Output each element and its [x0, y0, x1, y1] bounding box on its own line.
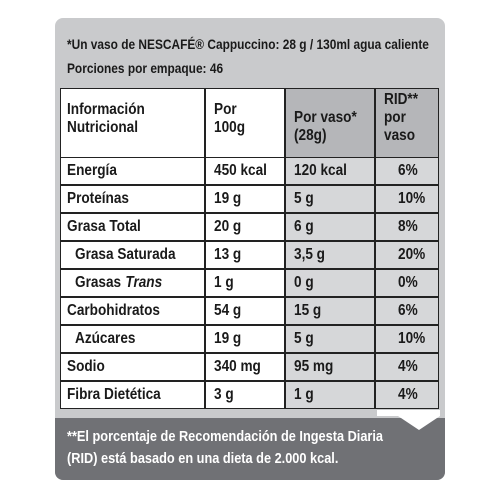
cell-text-part: Trans: [125, 273, 163, 291]
table-cell: 4%: [375, 380, 439, 409]
table-cell: Sodio: [60, 352, 205, 381]
table-cell: Fibra Dietética: [60, 380, 205, 409]
table-cell: 5 g: [285, 324, 375, 353]
cell-text: Grasa Saturada: [75, 245, 176, 263]
cell-text: 20 g: [214, 217, 242, 235]
cell-text: 120 kcal: [294, 161, 347, 179]
table-cell: 1 g: [285, 380, 375, 409]
cell-text: 4%: [398, 385, 418, 403]
cell-text: Azúcares: [75, 329, 136, 347]
table-cell: 3,5 g: [285, 240, 375, 269]
table-cell: 3 g: [205, 380, 285, 409]
footer-text: (RID) está basado en una dieta de 2.000 …: [67, 450, 339, 467]
table-cell: Grasa Total: [60, 212, 205, 241]
cell-text: 6%: [398, 161, 418, 179]
table-cell: 19 g: [205, 324, 285, 353]
cell-text: Grasa Total: [67, 217, 141, 235]
cell-text: Carbohidratos: [67, 301, 160, 319]
cell-text: 4%: [398, 357, 418, 375]
cell-text: 0 g: [294, 273, 314, 291]
footer-text: **El porcentaje de Recomendación de Inge…: [67, 428, 384, 445]
table-cell: 340 mg: [205, 352, 285, 381]
table-cell: 54 g: [205, 296, 285, 325]
cell-text: 10%: [398, 329, 426, 347]
table-cell: 15 g: [285, 296, 375, 325]
cell-text: 6%: [398, 301, 418, 319]
cell-text: 3 g: [214, 385, 234, 403]
header-text: Información: [67, 101, 145, 118]
cell-text-part: Grasas: [75, 273, 122, 291]
cell-text: 13 g: [214, 245, 242, 263]
table-cell: 0%: [375, 268, 439, 297]
table-cell: Carbohidratos: [60, 296, 205, 325]
cell-text: 0%: [398, 273, 418, 291]
header-text: RID**: [384, 91, 419, 108]
cell-text: 450 kcal: [214, 161, 267, 179]
table-cell: Energía: [60, 156, 205, 185]
header-text: vaso: [384, 127, 415, 144]
table-cell: 8%: [375, 212, 439, 241]
table-cell: 13 g: [205, 240, 285, 269]
table-cell: 6%: [375, 296, 439, 325]
cell-text: Grasas Trans: [75, 274, 162, 292]
cell-text: 6 g: [294, 217, 314, 235]
table-cell: 4%: [375, 352, 439, 381]
header-cell: Información Nutricional: [60, 88, 205, 158]
cell-text: 19 g: [214, 329, 242, 347]
cell-text: 3,5 g: [294, 245, 325, 263]
table-cell: 1 g: [205, 268, 285, 297]
table-cell: Grasa Saturada: [60, 240, 205, 269]
table-cell: 20%: [375, 240, 439, 269]
portions: Porciones por empaque: 46: [67, 60, 224, 76]
table-cell: Azúcares: [60, 324, 205, 353]
header-text: Por vaso*: [294, 109, 357, 126]
table-cell: 6 g: [285, 212, 375, 241]
nutrition-panel: *Un vaso de NESCAFÉ® Cappuccino: 28 g / …: [55, 18, 445, 480]
cell-text: 5 g: [294, 329, 314, 347]
header-text: (28g): [294, 127, 327, 144]
cell-text: 95 mg: [294, 357, 334, 375]
table-cell: 450 kcal: [205, 156, 285, 185]
cell-text: 15 g: [294, 301, 322, 319]
cell-text: Fibra Dietética: [67, 385, 161, 403]
cell-text: 5 g: [294, 189, 314, 207]
cell-text: 19 g: [214, 189, 242, 207]
header-text: 100g: [214, 119, 245, 136]
arrow-shape: [377, 410, 440, 430]
table-cell: 95 mg: [285, 352, 375, 381]
header-cell: Por vaso* (28g): [285, 88, 375, 158]
cell-text: 1 g: [294, 385, 314, 403]
header-text: Por: [214, 101, 237, 118]
table-cell: 20 g: [205, 212, 285, 241]
cell-text: 340 mg: [214, 357, 261, 375]
table-cell: Proteínas: [60, 184, 205, 213]
header-text: por: [384, 109, 406, 126]
table-cell: 120 kcal: [285, 156, 375, 185]
cell-text: Energía: [67, 161, 117, 179]
table-cell: 10%: [375, 184, 439, 213]
serving-note: *Un vaso de NESCAFÉ® Cappuccino: 28 g / …: [67, 36, 429, 52]
table-cell: 0 g: [285, 268, 375, 297]
cell-text: 8%: [398, 217, 418, 235]
cell-text: 54 g: [214, 301, 242, 319]
cell-text: Sodio: [67, 357, 105, 375]
footer: **El porcentaje de Recomendación de Inge…: [55, 418, 445, 480]
table-cell: 6%: [375, 156, 439, 185]
cell-text: 10%: [398, 189, 426, 207]
table-cell: 5 g: [285, 184, 375, 213]
header-text: Nutricional: [67, 119, 139, 136]
table-cell: 19 g: [205, 184, 285, 213]
table-cell: 10%: [375, 324, 439, 353]
header-cell: Por 100g: [205, 88, 285, 158]
cell-text: 20%: [398, 245, 426, 263]
table-cell: Grasas Trans: [60, 268, 205, 297]
cell-text: Proteínas: [67, 189, 129, 207]
cell-text: 1 g: [214, 273, 234, 291]
arrow: [377, 410, 440, 430]
